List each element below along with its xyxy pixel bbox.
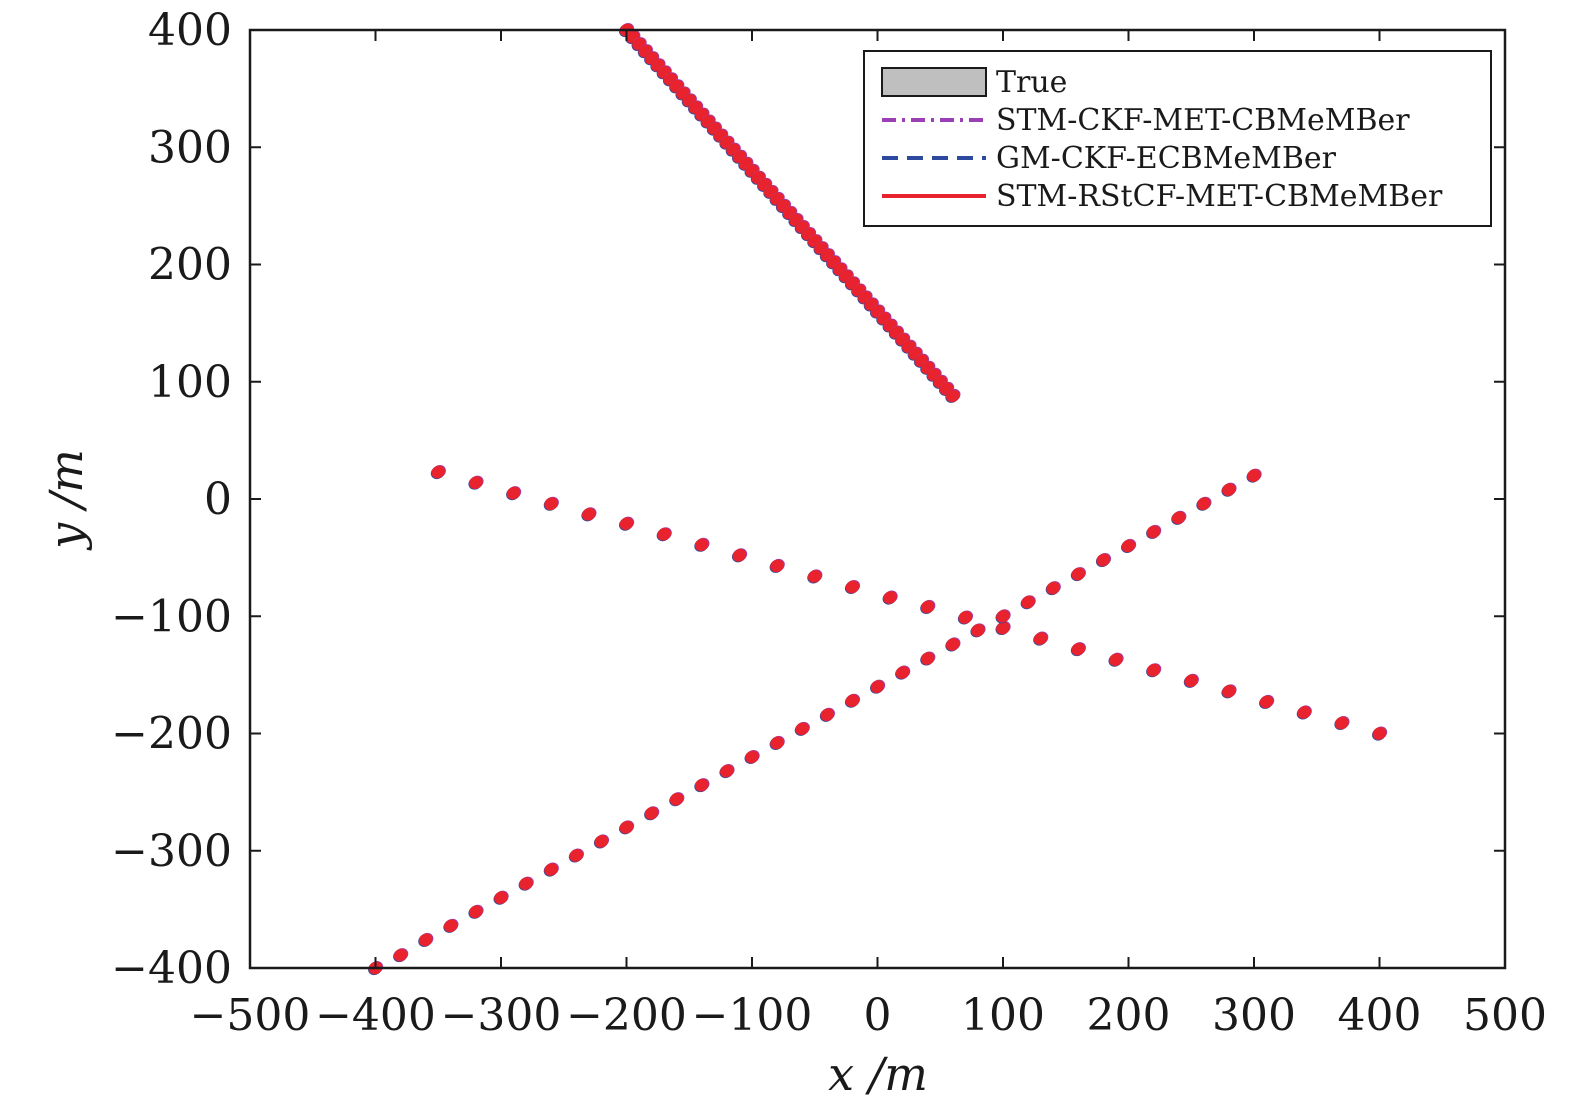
y-tick-label: −300	[111, 826, 232, 877]
track-2-stm-rstcf-marker	[958, 611, 973, 624]
track-3-stm-rstcf-marker	[443, 919, 458, 933]
x-tick-label: 400	[1338, 990, 1422, 1041]
legend-label-true: True	[996, 65, 1067, 100]
track-3-stm-rstcf-marker	[494, 891, 508, 905]
y-tick-label: −100	[111, 591, 232, 642]
legend-swatch-true	[881, 67, 987, 97]
y-tick-label: 400	[148, 5, 232, 56]
track-3-stm-rstcf-marker	[1171, 511, 1186, 525]
track-2-stm-rstcf-marker	[506, 486, 521, 500]
track-2-stm-rstcf-marker	[1297, 706, 1312, 719]
legend-label-stm-rstcf: STM-RStCF-MET-CBMeMBer	[996, 179, 1443, 214]
x-axis-ticks: −500 −400 −300 −200 −100 0 100 200 300 400 500	[190, 30, 1547, 1041]
track-2-stm-rstcf-marker	[1033, 632, 1048, 645]
y-tick-label: 200	[148, 240, 232, 291]
legend-label-gm-ckf: GM-CKF-ECBMeMBer	[996, 141, 1337, 176]
track-3-stm-rstcf-marker	[996, 609, 1010, 623]
x-tick-label: 0	[864, 990, 892, 1041]
track-3-stm-rstcf-marker	[795, 722, 810, 736]
track-3-stm-rstcf-marker	[770, 736, 784, 750]
track-3-stm-rstcf-marker	[720, 764, 734, 778]
x-axis-label: x /m	[828, 1047, 928, 1101]
track-2-stm-rstcf-marker	[1334, 716, 1349, 730]
track-2-stm-rstcf-marker	[431, 465, 446, 479]
track-3-stm-rstcf-marker	[1222, 483, 1236, 496]
x-tick-label: 500	[1463, 990, 1547, 1041]
track-3-stm-rstcf-marker	[669, 792, 684, 806]
track-2-stm-rstcf-marker	[1109, 653, 1123, 666]
track-3-stm-rstcf-marker	[1071, 567, 1086, 581]
y-tick-label: 300	[148, 122, 232, 173]
track-3-stm-rstcf-marker	[1196, 497, 1211, 511]
track-2-stm-rstcf-marker	[883, 591, 897, 604]
track-2-stm-rstcf-marker	[732, 548, 747, 562]
track-2-stm-rstcf-marker	[1071, 642, 1086, 656]
track-3-stm-rstcf-marker	[1146, 525, 1161, 539]
data-marks	[368, 23, 1388, 976]
y-tick-label: 0	[204, 474, 232, 525]
track-3-stm-rstcf-marker	[971, 623, 985, 637]
legend: True STM-CKF-MET-CBMeMBer GM-CKF-ECBMeMB…	[863, 50, 1492, 227]
track-2-stm-rstcf-marker	[1372, 727, 1387, 740]
track-2-stm-rstcf-marker	[1259, 695, 1274, 709]
y-tick-label: 100	[148, 357, 232, 408]
track-2-stm-rstcf-marker	[657, 527, 672, 541]
track-3-stm-rstcf-marker	[594, 835, 609, 848]
track-3-stm-rstcf-marker	[820, 708, 835, 722]
track-3-stm-rstcf-marker	[945, 638, 960, 651]
track-2-stm-rstcf-marker	[581, 507, 596, 521]
x-tick-label: −400	[315, 990, 436, 1041]
track-3-stm-rstcf-marker	[644, 806, 659, 820]
track-3-stm-rstcf-marker	[1046, 581, 1061, 595]
track-3-stm-rstcf-marker	[619, 820, 634, 834]
track-3-stm-rstcf-marker	[694, 778, 709, 792]
track-2-stm-rstcf-marker	[807, 570, 822, 583]
track-2-stm-rstcf-marker	[770, 559, 784, 573]
track-3-stm-rstcf-marker	[845, 694, 860, 708]
y-axis-ticks: −400 −300 −200 −100 0 100 200 300 400	[111, 5, 1505, 994]
track-2-stm-rstcf-marker	[694, 538, 709, 552]
track-2-stm-rstcf-marker	[1184, 674, 1199, 688]
x-tick-label: −500	[190, 990, 311, 1041]
track-3-stm-rstcf-marker	[569, 849, 584, 862]
track-3-stm-rstcf-marker	[418, 933, 433, 947]
x-tick-label: 300	[1212, 990, 1296, 1041]
track-1-stm-rstcf-marker	[945, 389, 960, 403]
y-axis-label: y /m	[39, 449, 93, 551]
x-tick-label: 200	[1087, 990, 1171, 1041]
track-3-stm-rstcf-marker	[469, 905, 483, 919]
x-tick-label: 100	[961, 990, 1045, 1041]
x-tick-label: −200	[566, 990, 687, 1041]
x-tick-label: −300	[441, 990, 562, 1041]
track-2-stm-rstcf-marker	[920, 600, 935, 614]
track-3-stm-rstcf-marker	[870, 680, 885, 693]
track-2-stm-rstcf-marker	[996, 621, 1010, 635]
track-2-stm-rstcf-marker	[1222, 684, 1236, 698]
track-3-stm-rstcf-marker	[1021, 595, 1035, 609]
track-3-stm-rstcf-marker	[1096, 553, 1111, 567]
y-tick-label: −200	[111, 709, 232, 760]
track-3-stm-rstcf-marker	[519, 877, 533, 890]
track-2-stm-rstcf-marker	[845, 580, 860, 594]
legend-label-stm-ckf: STM-CKF-MET-CBMeMBer	[996, 103, 1410, 138]
track-2-stm-rstcf-marker	[544, 497, 559, 511]
track-3-stm-rstcf-marker	[393, 948, 408, 962]
y-tick-label: −400	[111, 943, 232, 994]
track-3-stm-rstcf-marker	[920, 652, 935, 665]
x-tick-label: −100	[692, 990, 813, 1041]
track-3-stm-rstcf-marker	[544, 863, 559, 876]
track-3-stm-rstcf-marker	[745, 750, 759, 764]
track-3-stm-rstcf-marker	[895, 666, 910, 679]
track-3-stm-rstcf-marker	[1247, 469, 1261, 482]
track-2-stm-rstcf-marker	[619, 517, 634, 530]
track-3-stm-rstcf-marker	[1121, 539, 1136, 553]
track-2-stm-rstcf-marker	[1146, 663, 1161, 677]
track-2-stm-rstcf-marker	[469, 476, 483, 489]
